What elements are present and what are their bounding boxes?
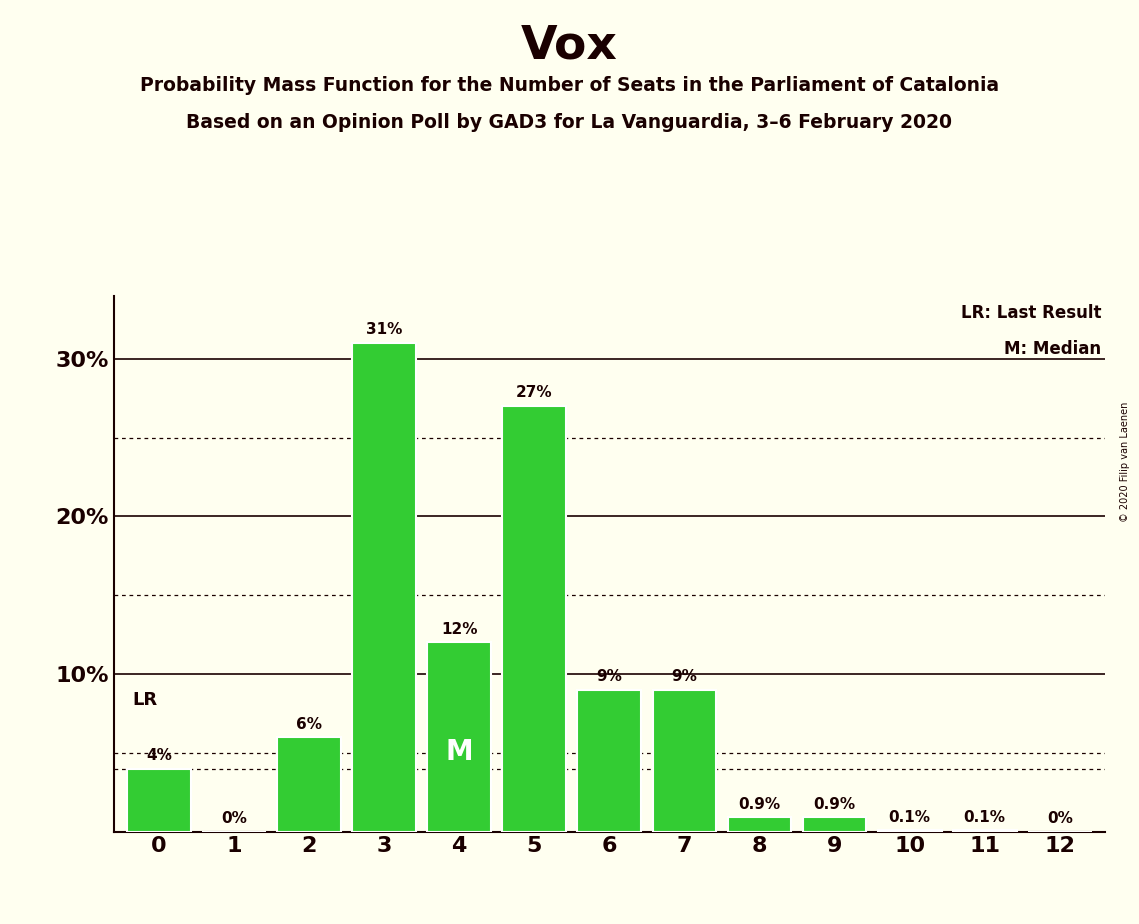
Bar [277,737,341,832]
Text: M: M [445,738,473,766]
Text: 0.1%: 0.1% [964,809,1006,824]
Text: 4%: 4% [146,748,172,763]
Text: 27%: 27% [516,385,552,400]
Bar [128,769,191,832]
Text: © 2020 Filip van Laenen: © 2020 Filip van Laenen [1120,402,1130,522]
Text: 31%: 31% [366,322,402,337]
Text: 9%: 9% [672,669,697,684]
Text: M: Median: M: Median [1003,340,1101,358]
Text: Probability Mass Function for the Number of Seats in the Parliament of Catalonia: Probability Mass Function for the Number… [140,76,999,95]
Text: 12%: 12% [441,622,477,637]
Text: 0.9%: 0.9% [813,796,855,812]
Bar [878,830,942,832]
Bar [427,642,491,832]
Text: Based on an Opinion Poll by GAD3 for La Vanguardia, 3–6 February 2020: Based on an Opinion Poll by GAD3 for La … [187,113,952,132]
Text: 9%: 9% [597,669,622,684]
Bar [352,343,416,832]
Bar [653,689,716,832]
Text: Vox: Vox [521,23,618,68]
Text: 0.1%: 0.1% [888,809,931,824]
Bar [953,830,1017,832]
Text: 6%: 6% [296,716,322,732]
Text: LR: Last Result: LR: Last Result [960,304,1101,322]
Text: LR: LR [132,690,158,709]
Bar [728,818,792,832]
Text: 0.9%: 0.9% [738,796,780,812]
Text: 0%: 0% [1047,811,1073,826]
Bar [803,818,867,832]
Bar [577,689,641,832]
Text: 0%: 0% [221,811,247,826]
Bar [502,406,566,832]
